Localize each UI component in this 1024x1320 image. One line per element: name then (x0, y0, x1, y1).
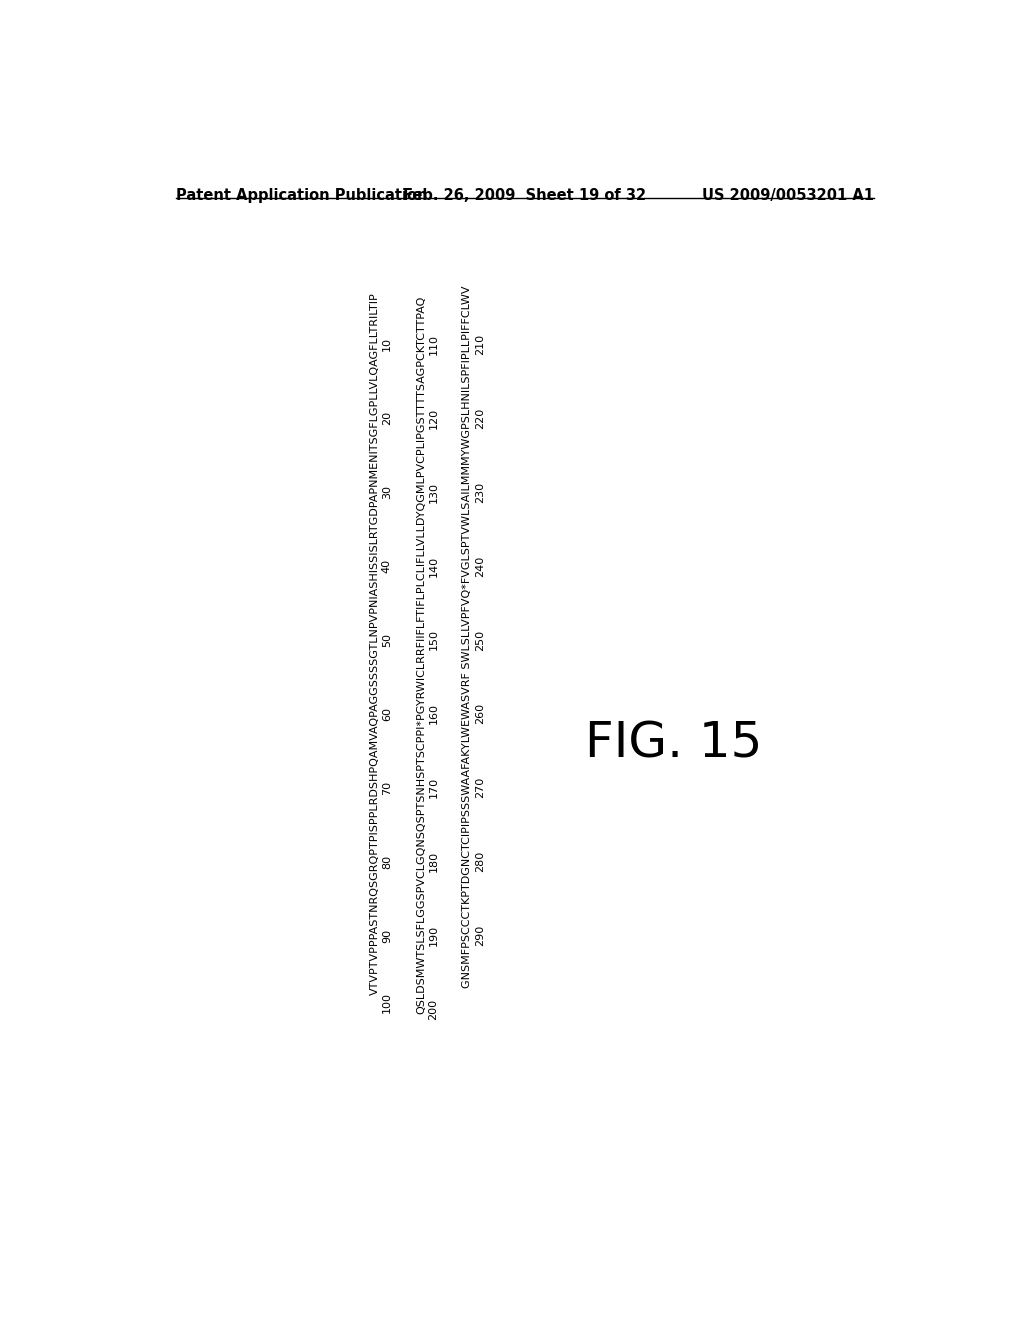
Text: 270: 270 (475, 777, 484, 799)
Text: 250: 250 (475, 630, 484, 651)
Text: 30: 30 (382, 486, 392, 499)
Text: 20: 20 (382, 411, 392, 425)
Text: 240: 240 (475, 556, 484, 577)
Text: 160: 160 (428, 704, 438, 725)
Text: 50: 50 (382, 634, 392, 647)
Text: VTVPTVPPPASTNRQSGRQPTPISPPLRDSHPQAMVAQPAGGSSSSGTLNPVPNIASHISSISLRTGDPAPNMENITSGF: VTVPTVPPPASTNRQSGRQPTPISPPLRDSHPQAMVAQPA… (370, 292, 380, 995)
Text: 10: 10 (382, 338, 392, 351)
Text: 70: 70 (382, 780, 392, 795)
Text: 150: 150 (428, 630, 438, 651)
Text: 200: 200 (428, 999, 438, 1020)
Text: 130: 130 (428, 482, 438, 503)
Text: 210: 210 (475, 334, 484, 355)
Text: 280: 280 (475, 851, 484, 873)
Text: 90: 90 (382, 928, 392, 942)
Text: 190: 190 (428, 925, 438, 946)
Text: GNSMFPSCCCTKPTDGNCTCIPIPSSSWAAFAKYLWEWASVRF SWLSLLVPFVQ*FVGLSPTVWLSAILMMMYWGPSLH: GNSMFPSCCCTKPTDGNCTCIPIPSSSWAAFAKYLWEWAS… (463, 285, 472, 987)
Text: QSLDSMWTSLSFLGGSPVCLGQNSQSPTSNHSPTSCPPI*PGYRWICLRRFIIFLFTIFLPLCLIFLLVLLDYQGMLPVC: QSLDSMWTSLSFLGGSPVCLGQNSQSPTSNHSPTSCPPI*… (416, 296, 426, 1014)
Text: 120: 120 (428, 408, 438, 429)
Text: 110: 110 (428, 334, 438, 355)
Text: Patent Application Publication: Patent Application Publication (176, 187, 428, 203)
Text: 60: 60 (382, 708, 392, 721)
Text: 140: 140 (428, 556, 438, 577)
Text: 260: 260 (475, 704, 484, 725)
Text: 100: 100 (382, 991, 392, 1012)
Text: 40: 40 (382, 558, 392, 573)
Text: 170: 170 (428, 777, 438, 799)
Text: 180: 180 (428, 851, 438, 873)
Text: 80: 80 (382, 854, 392, 869)
Text: 230: 230 (475, 482, 484, 503)
Text: 220: 220 (475, 408, 484, 429)
Text: 290: 290 (475, 925, 484, 946)
Text: Feb. 26, 2009  Sheet 19 of 32: Feb. 26, 2009 Sheet 19 of 32 (403, 187, 646, 203)
Text: US 2009/0053201 A1: US 2009/0053201 A1 (701, 187, 873, 203)
Text: FIG. 15: FIG. 15 (586, 719, 763, 768)
